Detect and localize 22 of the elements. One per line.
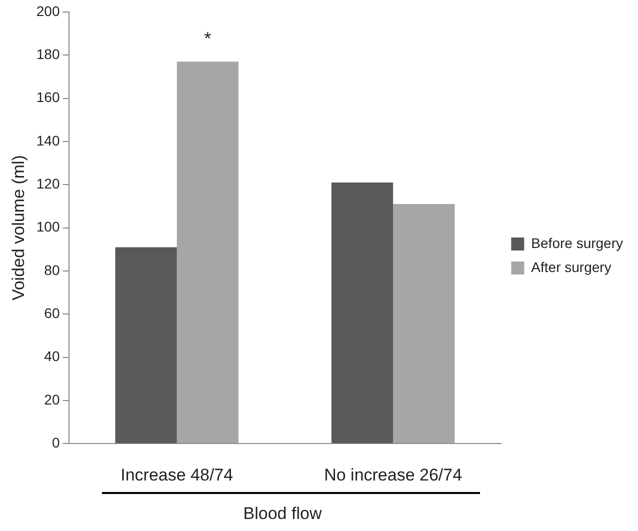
x-axis-title: Blood flow [242, 504, 323, 524]
y-tick-label: 20 [44, 391, 60, 408]
y-tick-label: 120 [36, 176, 60, 192]
annotation: * [204, 28, 212, 49]
y-axis-title: Voided volume (ml) [8, 155, 28, 301]
bar [393, 204, 455, 444]
y-tick-label: 160 [36, 89, 60, 106]
y-tick-label: 140 [36, 132, 60, 148]
legend-label: After surgery [531, 258, 612, 275]
legend-label: Before surgery [531, 234, 624, 251]
y-tick-label: 40 [44, 348, 60, 364]
x-tick-label: No increase 26/74 [324, 465, 462, 484]
bar [115, 247, 177, 444]
y-tick-label: 100 [36, 218, 60, 235]
x-tick-label: Increase 48/74 [120, 465, 234, 484]
y-tick-label: 0 [52, 434, 60, 450]
bar [176, 62, 238, 444]
y-tick-label: 180 [36, 46, 60, 62]
y-tick-label: 60 [44, 304, 60, 321]
y-tick-label: 80 [44, 262, 60, 278]
bar [331, 182, 394, 444]
y-tick-label: 200 [36, 2, 60, 19]
